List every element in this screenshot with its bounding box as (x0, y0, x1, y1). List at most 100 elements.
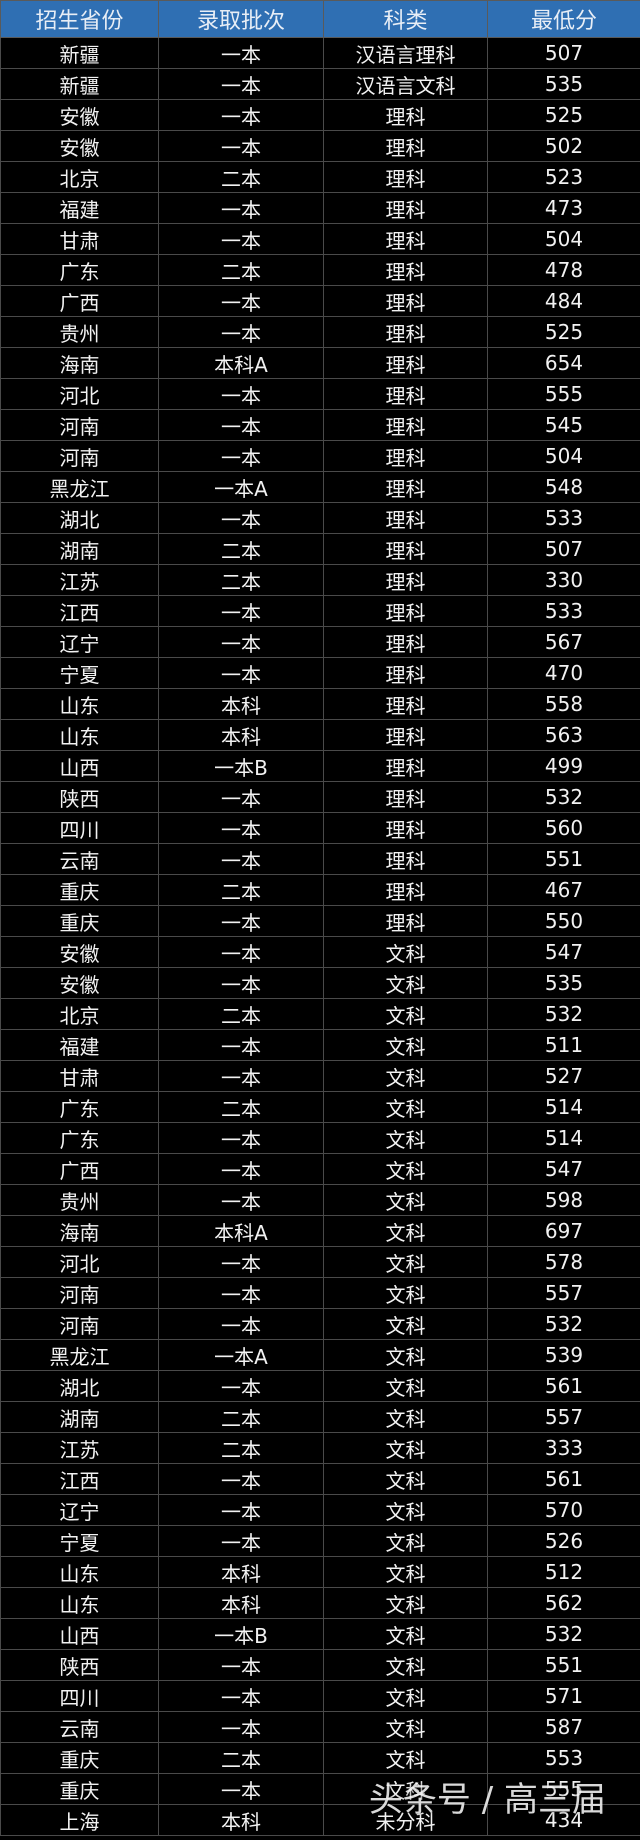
table-cell: 理科 (323, 254, 488, 286)
table-cell: 文科 (323, 1680, 488, 1712)
table-row: 安徽 一本 理科 502 (0, 130, 640, 162)
table-cell: 广西 (0, 285, 159, 317)
table-cell: 一本 (158, 1122, 324, 1154)
table-cell: 北京 (0, 161, 159, 193)
table-cell: 河南 (0, 440, 159, 472)
table-cell: 理科 (323, 409, 488, 441)
table-cell: 551 (487, 1649, 640, 1681)
table-cell: 山西 (0, 750, 159, 782)
table-row: 陕西 一本 文科 551 (0, 1649, 640, 1681)
table-row: 湖南 二本 理科 507 (0, 533, 640, 565)
table-cell: 526 (487, 1525, 640, 1557)
table-cell: 525 (487, 316, 640, 348)
table-row: 福建 一本 理科 473 (0, 192, 640, 224)
table-cell: 598 (487, 1184, 640, 1216)
table-row: 辽宁 一本 理科 567 (0, 626, 640, 658)
table-cell: 河南 (0, 1308, 159, 1340)
table-row: 黑龙江 一本A 理科 548 (0, 471, 640, 503)
table-cell: 文科 (323, 1525, 488, 1557)
table-cell: 一本 (158, 1649, 324, 1681)
table-cell: 文科 (323, 1184, 488, 1216)
table-cell: 571 (487, 1680, 640, 1712)
table-cell: 本科A (158, 1215, 324, 1247)
table-row: 山西 一本B 文科 532 (0, 1618, 640, 1650)
table-cell: 宁夏 (0, 1525, 159, 1557)
table-row: 河南 一本 理科 545 (0, 409, 640, 441)
table-cell: 江西 (0, 595, 159, 627)
table-cell: 一本 (158, 37, 324, 69)
table-cell: 一本A (158, 1339, 324, 1371)
table-cell: 理科 (323, 99, 488, 131)
table-cell: 一本 (158, 781, 324, 813)
table-row: 四川 一本 理科 560 (0, 812, 640, 844)
table-cell: 473 (487, 192, 640, 224)
table-cell: 一本 (158, 1773, 324, 1805)
table-cell: 514 (487, 1091, 640, 1123)
table-row: 江苏 二本 理科 330 (0, 564, 640, 596)
table-row: 福建 一本 文科 511 (0, 1029, 640, 1061)
table-cell: 文科 (323, 1494, 488, 1526)
table-cell: 333 (487, 1432, 640, 1464)
table-cell: 533 (487, 595, 640, 627)
table-cell: 文科 (323, 1122, 488, 1154)
table-cell: 二本 (158, 161, 324, 193)
table-row: 上海 本科 未分科 434 (0, 1804, 640, 1836)
table-cell: 安徽 (0, 99, 159, 131)
table-cell: 理科 (323, 223, 488, 255)
table-cell: 一本 (158, 285, 324, 317)
table-cell: 一本 (158, 1308, 324, 1340)
table-cell: 557 (487, 1277, 640, 1309)
table-cell: 504 (487, 440, 640, 472)
table-cell: 江西 (0, 1463, 159, 1495)
table-cell: 文科 (323, 1463, 488, 1495)
table-cell: 561 (487, 1463, 640, 1495)
table-cell: 理科 (323, 285, 488, 317)
table-cell: 二本 (158, 254, 324, 286)
table-cell: 河南 (0, 409, 159, 441)
table-cell: 一本 (158, 1246, 324, 1278)
table-cell: 567 (487, 626, 640, 658)
table-row: 甘肃 一本 文科 527 (0, 1060, 640, 1092)
table-row: 北京 二本 理科 523 (0, 161, 640, 193)
table-cell: 甘肃 (0, 1060, 159, 1092)
table-cell: 安徽 (0, 936, 159, 968)
table-cell: 654 (487, 347, 640, 379)
table-cell: 一本 (158, 595, 324, 627)
table-cell: 文科 (323, 1246, 488, 1278)
table-cell: 560 (487, 812, 640, 844)
table-row: 宁夏 一本 文科 526 (0, 1525, 640, 1557)
table-cell: 本科 (158, 1804, 324, 1836)
table-cell: 587 (487, 1711, 640, 1743)
table-cell: 555 (487, 378, 640, 410)
table-row: 山东 本科 文科 562 (0, 1587, 640, 1619)
table-cell: 安徽 (0, 967, 159, 999)
table-cell: 一本 (158, 1277, 324, 1309)
table-cell: 一本 (158, 905, 324, 937)
table-cell: 理科 (323, 657, 488, 689)
table-cell: 一本 (158, 316, 324, 348)
table-cell: 陕西 (0, 781, 159, 813)
table-row: 安徽 一本 文科 547 (0, 936, 640, 968)
table-cell: 484 (487, 285, 640, 317)
table-cell: 二本 (158, 1432, 324, 1464)
table-row: 陕西 一本 理科 532 (0, 781, 640, 813)
table-cell: 一本 (158, 1153, 324, 1185)
table-row: 河北 一本 理科 555 (0, 378, 640, 410)
table-row: 四川 一本 文科 571 (0, 1680, 640, 1712)
table-row: 贵州 一本 理科 525 (0, 316, 640, 348)
table-row: 山西 一本B 理科 499 (0, 750, 640, 782)
table-cell: 558 (487, 688, 640, 720)
table-row: 广东 二本 理科 478 (0, 254, 640, 286)
table-cell: 辽宁 (0, 626, 159, 658)
table-row: 河北 一本 文科 578 (0, 1246, 640, 1278)
table-cell: 一本B (158, 750, 324, 782)
table-cell: 理科 (323, 533, 488, 565)
table-row: 广西 一本 理科 484 (0, 285, 640, 317)
table-cell: 甘肃 (0, 223, 159, 255)
table-row: 江西 一本 理科 533 (0, 595, 640, 627)
table-cell: 文科 (323, 1401, 488, 1433)
table-cell: 湖北 (0, 1370, 159, 1402)
table-cell: 文科 (323, 1339, 488, 1371)
table-row: 海南 本科A 文科 697 (0, 1215, 640, 1247)
